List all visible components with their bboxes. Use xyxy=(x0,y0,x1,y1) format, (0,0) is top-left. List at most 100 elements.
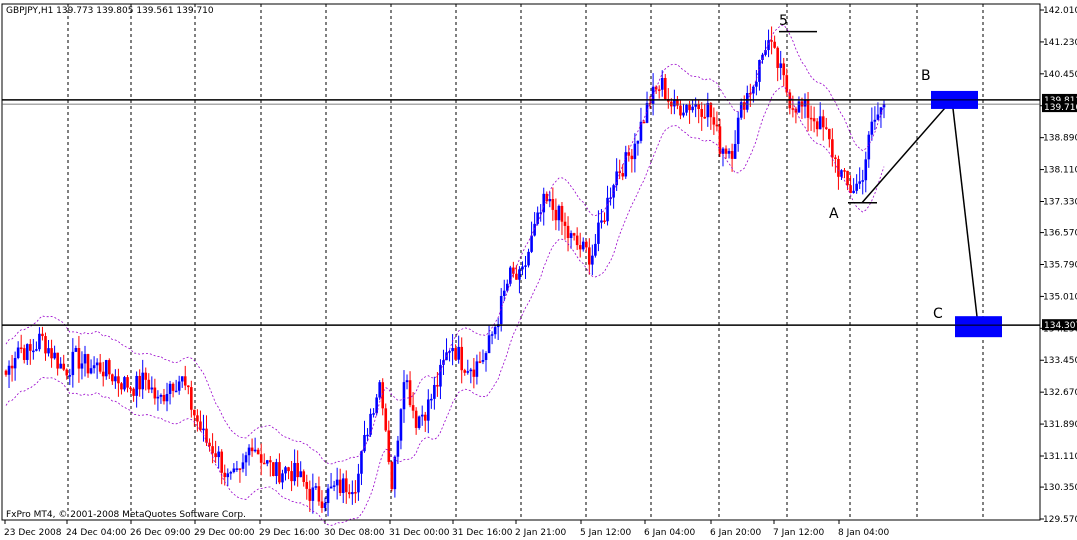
envelope-upper xyxy=(5,24,885,465)
candle-bear xyxy=(238,468,242,470)
candle-bull xyxy=(542,193,546,213)
candle-bear xyxy=(545,193,549,202)
candle-bear xyxy=(98,362,102,372)
candle-bull xyxy=(420,414,424,417)
candle-bull xyxy=(7,365,11,375)
candle-bull xyxy=(329,486,333,489)
candle-bear xyxy=(302,471,306,482)
candle-bull xyxy=(25,344,29,360)
candle-bull xyxy=(493,327,497,335)
candle-bear xyxy=(773,41,776,48)
candle-bear xyxy=(627,152,631,156)
y-tick-label: 131.110 xyxy=(1043,452,1077,462)
candle-bull xyxy=(797,101,801,113)
y-tick-label: 135.010 xyxy=(1043,292,1077,302)
candle-bear xyxy=(290,471,293,482)
candle-bull xyxy=(861,180,865,182)
candle-bull xyxy=(430,398,433,401)
candle-bear xyxy=(411,405,415,411)
candle-bull xyxy=(557,205,561,221)
candle-bear xyxy=(138,375,141,390)
candle-bull xyxy=(335,479,339,486)
candle-bear xyxy=(630,155,634,160)
candle-bull xyxy=(174,390,178,393)
candle-bear xyxy=(41,333,44,337)
candle-bear xyxy=(688,104,691,111)
candle-bull xyxy=(539,212,542,214)
candle-bull xyxy=(639,121,643,141)
candle-bear xyxy=(834,157,837,159)
candle-bear xyxy=(44,336,47,354)
x-tick-label: 2 Jan 21:00 xyxy=(515,528,567,538)
candle-bear xyxy=(460,346,464,371)
candle-bull xyxy=(293,462,296,482)
candle-bear xyxy=(730,151,734,159)
candle-bear xyxy=(782,63,786,76)
candle-bear xyxy=(390,461,394,490)
y-tick-label: 141.230 xyxy=(1043,38,1077,48)
candle-bear xyxy=(806,100,810,118)
y-tick-label: 129.570 xyxy=(1043,515,1077,525)
candle-bear xyxy=(815,121,819,130)
candle-bull xyxy=(16,347,20,359)
candle-bear xyxy=(578,245,582,250)
candle-bull xyxy=(651,86,655,105)
candle-bull xyxy=(92,365,96,369)
candle-bear xyxy=(742,102,746,110)
candle-bull xyxy=(281,473,284,483)
candle-bull xyxy=(150,387,154,390)
candle-bull xyxy=(739,102,743,118)
candle-bull xyxy=(727,151,731,154)
candle-bear xyxy=(129,387,132,390)
candle-bull xyxy=(351,492,354,495)
candle-bear xyxy=(642,121,646,124)
candle-bear xyxy=(512,267,515,274)
candle-bear xyxy=(287,467,290,472)
candle-bull xyxy=(180,376,184,382)
envelope-lower xyxy=(5,85,885,526)
candle-bear xyxy=(697,104,700,110)
candle-bear xyxy=(62,363,66,370)
candle-bull xyxy=(521,266,524,270)
candle-bear xyxy=(193,409,196,416)
candle-bear xyxy=(381,382,385,409)
candle-bull xyxy=(399,409,403,441)
candle-bull xyxy=(645,102,649,123)
candle-bull xyxy=(487,335,491,354)
candle-bear xyxy=(554,209,558,221)
candle-bull xyxy=(870,121,874,135)
candle-bull xyxy=(95,362,99,366)
candle-bull xyxy=(226,473,230,478)
candle-bull xyxy=(858,181,861,184)
x-tick-label: 5 Jan 12:00 xyxy=(580,528,632,538)
candle-bull xyxy=(469,369,473,372)
candle-bear xyxy=(259,454,263,463)
y-tick-label: 136.570 xyxy=(1043,229,1077,239)
candle-bull xyxy=(89,368,93,374)
candle-bull xyxy=(247,447,251,456)
candle-bear xyxy=(205,428,208,443)
candle-bull xyxy=(767,40,770,51)
candle-bear xyxy=(566,225,570,239)
candle-bull xyxy=(484,353,488,361)
candle-bull xyxy=(752,86,755,94)
candle-bear xyxy=(828,128,831,140)
wave-c-zone[interactable] xyxy=(955,316,1002,338)
candle-bull xyxy=(168,383,172,394)
y-tick-label: 131.890 xyxy=(1043,420,1077,430)
candle-bull xyxy=(673,99,676,107)
candle-bear xyxy=(256,449,260,455)
x-tick-label: 31 Dec 00:00 xyxy=(389,528,450,538)
x-tick-label: 24 Dec 04:00 xyxy=(66,528,127,538)
y-tick-label: 133.450 xyxy=(1043,356,1077,366)
candle-bull xyxy=(876,114,880,120)
candle-bear xyxy=(791,108,795,110)
candle-bull xyxy=(448,351,451,353)
candle-bear xyxy=(214,453,217,458)
candle-bull xyxy=(706,102,710,118)
candle-bear xyxy=(679,105,682,116)
candle-bull xyxy=(779,63,783,68)
x-tick-label: 6 Jan 20:00 xyxy=(710,528,762,538)
y-tick-label: 142.010 xyxy=(1043,6,1077,16)
